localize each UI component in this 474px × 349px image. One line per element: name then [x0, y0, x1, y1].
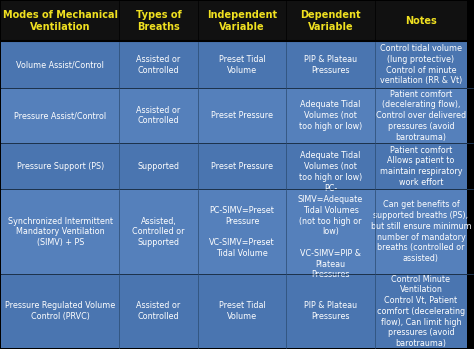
Text: PC-
SIMV=Adequate
Tidal Volumes
(not too high or
low)

VC-SIMV=PIP &
Plateau
Pre: PC- SIMV=Adequate Tidal Volumes (not too… [298, 184, 363, 279]
Bar [286, 1, 375, 41]
Text: Notes: Notes [405, 16, 437, 26]
Bar [286, 144, 375, 189]
Bar [119, 1, 198, 41]
Text: Independent
Variable: Independent Variable [207, 10, 277, 32]
Text: Dependent
Variable: Dependent Variable [300, 10, 361, 32]
Text: PC-SIMV=Preset
Pressure

VC-SIMV=Preset
Tidal Volume: PC-SIMV=Preset Pressure VC-SIMV=Preset T… [210, 206, 275, 258]
Bar [119, 42, 198, 88]
Bar [375, 144, 467, 189]
Bar [1, 42, 119, 88]
Bar [198, 190, 286, 274]
Text: Adequate Tidal
Volumes (not
too high or low): Adequate Tidal Volumes (not too high or … [299, 100, 362, 131]
Bar [1, 1, 119, 41]
Text: Types of
Breaths: Types of Breaths [136, 10, 182, 32]
Bar [198, 1, 286, 41]
Text: Volume Assist/Control: Volume Assist/Control [17, 60, 104, 69]
Text: Preset Pressure: Preset Pressure [211, 111, 273, 120]
Bar [1, 275, 119, 348]
Text: PIP & Plateau
Pressures: PIP & Plateau Pressures [304, 302, 357, 321]
Bar [119, 89, 198, 143]
Bar [119, 190, 198, 274]
Bar [286, 275, 375, 348]
Text: Pressure Support (PS): Pressure Support (PS) [17, 162, 104, 171]
Text: Patient comfort
(decelerating flow),
Control over delivered
pressures (avoid
bar: Patient comfort (decelerating flow), Con… [376, 90, 466, 142]
Bar [119, 275, 198, 348]
Text: Preset Tidal
Volume: Preset Tidal Volume [219, 55, 265, 75]
Bar [375, 89, 467, 143]
Bar [375, 42, 467, 88]
Text: Preset Tidal
Volume: Preset Tidal Volume [219, 302, 265, 321]
Text: Pressure Assist/Control: Pressure Assist/Control [14, 111, 106, 120]
Bar [1, 190, 119, 274]
Bar [198, 275, 286, 348]
Text: Adequate Tidal
Volumes (not
too high or low): Adequate Tidal Volumes (not too high or … [299, 151, 362, 181]
Text: Supported: Supported [137, 162, 180, 171]
Bar [286, 89, 375, 143]
Bar [198, 144, 286, 189]
Text: Synchronized Intermittent
Mandatory Ventilation
(SIMV) + PS: Synchronized Intermittent Mandatory Vent… [8, 217, 113, 247]
Bar [1, 89, 119, 143]
Bar [375, 190, 467, 274]
Bar [198, 89, 286, 143]
Text: Assisted or
Controlled: Assisted or Controlled [137, 55, 181, 75]
Bar [375, 1, 467, 41]
Bar [1, 144, 119, 189]
Text: PIP & Plateau
Pressures: PIP & Plateau Pressures [304, 55, 357, 75]
Bar [119, 144, 198, 189]
Text: Pressure Regulated Volume
Control (PRVC): Pressure Regulated Volume Control (PRVC) [5, 302, 116, 321]
Text: Preset Pressure: Preset Pressure [211, 162, 273, 171]
Text: Control Minute
Ventilation
Control Vt, Patient
comfort (decelerating
flow), Can : Control Minute Ventilation Control Vt, P… [377, 275, 465, 348]
Bar [375, 275, 467, 348]
Text: Control tidal volume
(lung protective)
Control of minute
ventilation (RR & Vt): Control tidal volume (lung protective) C… [380, 44, 462, 86]
Text: Assisted or
Controlled: Assisted or Controlled [137, 106, 181, 125]
Text: Assisted,
Controlled or
Supported: Assisted, Controlled or Supported [132, 217, 185, 247]
Bar [286, 42, 375, 88]
Text: Assisted or
Controlled: Assisted or Controlled [137, 302, 181, 321]
Bar [198, 42, 286, 88]
Text: Can get benefits of
supported breaths (PS),
but still ensure minimum
number of m: Can get benefits of supported breaths (P… [371, 200, 471, 263]
Text: Modes of Mechanical
Ventilation: Modes of Mechanical Ventilation [3, 10, 118, 32]
Bar [286, 190, 375, 274]
Text: Patient comfort
Allows patient to
maintain respiratory
work effort: Patient comfort Allows patient to mainta… [380, 146, 462, 187]
